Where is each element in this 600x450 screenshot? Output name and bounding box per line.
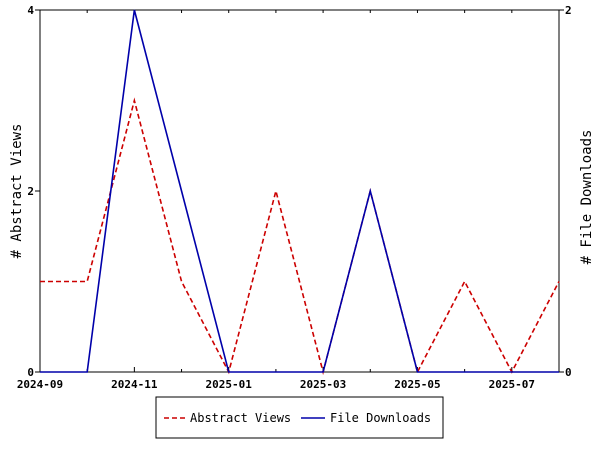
series-file-downloads-line: [40, 9, 559, 373]
x-tick-label: 2025-07: [489, 378, 535, 391]
x-tick-label: 2024-09: [17, 378, 63, 391]
series-abstract-views-line: [40, 97, 560, 376]
x-tick-label: 2025-03: [300, 378, 346, 391]
x-tick-label: 2025-05: [394, 378, 440, 391]
left-y-axis: 0 2 4: [27, 4, 40, 379]
legend: Abstract Views File Downloads: [155, 396, 444, 439]
legend-box: [155, 396, 444, 439]
y-right-tick-label: 2: [565, 4, 572, 17]
right-y-axis: 02: [559, 4, 572, 379]
x-tick-label: 2024-11: [111, 378, 158, 391]
y-left-tick-label: 4: [27, 4, 34, 17]
x-axis: 2024-09 2024-11 2025-01 2025-03 2025-05 2025-…: [17, 10, 560, 391]
y-left-tick-label: 2: [27, 185, 34, 198]
y-left-tick-label: 0: [27, 366, 34, 379]
y-axis-right-label: # File Downloads: [579, 130, 595, 265]
series-layer: [40, 9, 560, 376]
y-right-tick-label: 0: [565, 366, 572, 379]
y-axis-left-label: # Abstract Views: [9, 124, 25, 259]
plot-frame: [39, 9, 560, 373]
legend-label-file-downloads: File Downloads: [330, 411, 431, 425]
legend-label-abstract-views: Abstract Views: [190, 411, 291, 425]
x-tick-label: 2025-01: [206, 378, 253, 391]
